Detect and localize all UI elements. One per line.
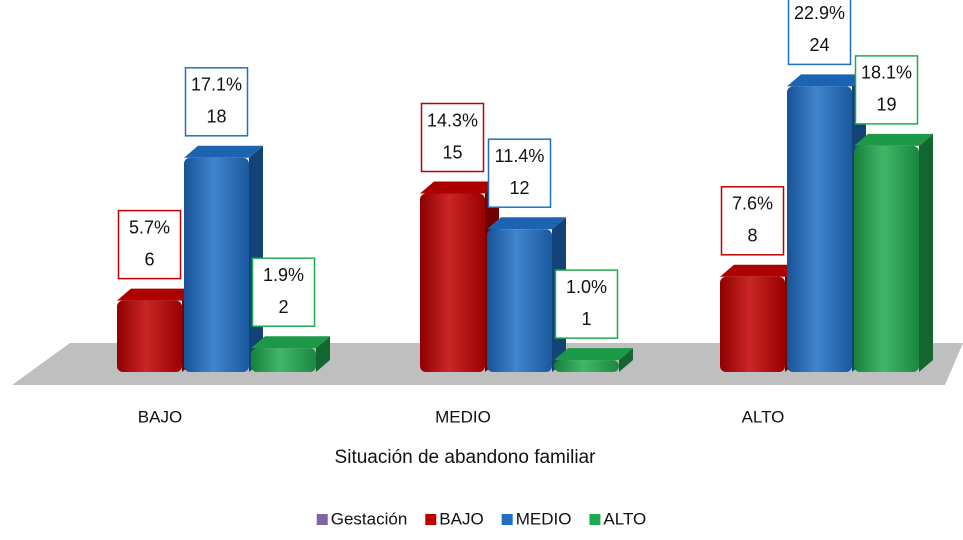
data-label-percent: 1.0% bbox=[566, 277, 607, 297]
legend-swatch bbox=[316, 514, 328, 525]
data-label-box bbox=[787, 0, 852, 66]
data-label: 1 bbox=[581, 309, 591, 329]
data-label-box bbox=[554, 269, 619, 339]
data-label-box bbox=[420, 102, 485, 173]
x-tick-label: MEDIO bbox=[435, 407, 491, 426]
bar-top bbox=[184, 145, 263, 158]
legend-swatch bbox=[425, 514, 437, 525]
bar-top bbox=[787, 74, 866, 87]
bar-top bbox=[720, 264, 799, 277]
x-axis-title: Situación de abandono familiar bbox=[335, 447, 597, 468]
data-label-box bbox=[854, 55, 919, 125]
data-label-percent: 14.3% bbox=[427, 110, 478, 130]
bar bbox=[184, 157, 249, 372]
bar bbox=[854, 145, 919, 372]
x-tick-label: ALTO bbox=[742, 407, 785, 426]
data-label: 24 bbox=[809, 35, 829, 55]
bar-top bbox=[487, 217, 566, 230]
data-label-percent: 11.4% bbox=[495, 146, 545, 166]
bar bbox=[787, 86, 852, 373]
bar-side bbox=[919, 133, 933, 372]
bar-top bbox=[420, 181, 499, 194]
data-label-box bbox=[487, 138, 552, 208]
bar bbox=[117, 300, 182, 372]
x-tick-label: BAJO bbox=[138, 407, 182, 426]
bar-side bbox=[619, 348, 633, 372]
data-label: 2 bbox=[278, 297, 288, 317]
data-label-box bbox=[720, 186, 785, 256]
data-label: 8 bbox=[747, 226, 757, 246]
legend: Gestación BAJO MEDIO ALTO bbox=[316, 509, 646, 528]
data-label-box bbox=[117, 209, 182, 280]
legend-swatch bbox=[501, 514, 513, 525]
data-label-box bbox=[251, 257, 316, 327]
bar bbox=[554, 360, 619, 372]
bar-top bbox=[117, 288, 196, 301]
data-label-percent: 1.9% bbox=[263, 265, 304, 285]
data-label: 15 bbox=[442, 142, 462, 162]
bar-top bbox=[854, 133, 933, 146]
bar bbox=[420, 193, 485, 372]
data-label-percent: 7.6% bbox=[732, 194, 773, 214]
legend-label: MEDIO bbox=[516, 509, 572, 528]
data-label-percent: 22.9% bbox=[794, 3, 845, 23]
bar bbox=[487, 229, 552, 372]
data-label: 12 bbox=[509, 178, 529, 198]
bar-top bbox=[251, 336, 330, 349]
legend-label: BAJO bbox=[439, 509, 483, 528]
data-label: 19 bbox=[876, 95, 896, 115]
bar bbox=[251, 348, 316, 372]
bar-top bbox=[554, 348, 633, 361]
data-label: 18 bbox=[206, 107, 226, 127]
bar bbox=[720, 276, 785, 372]
data-label-percent: 18.1% bbox=[861, 63, 912, 83]
data-label-box bbox=[184, 67, 249, 137]
data-label-percent: 17.1% bbox=[191, 75, 242, 95]
data-label: 6 bbox=[144, 249, 154, 269]
legend-label: Gestación bbox=[331, 509, 408, 528]
data-label-percent: 5.7% bbox=[129, 217, 170, 237]
legend-label: ALTO bbox=[603, 509, 646, 528]
bar-side bbox=[316, 336, 330, 372]
legend-swatch bbox=[589, 514, 601, 525]
